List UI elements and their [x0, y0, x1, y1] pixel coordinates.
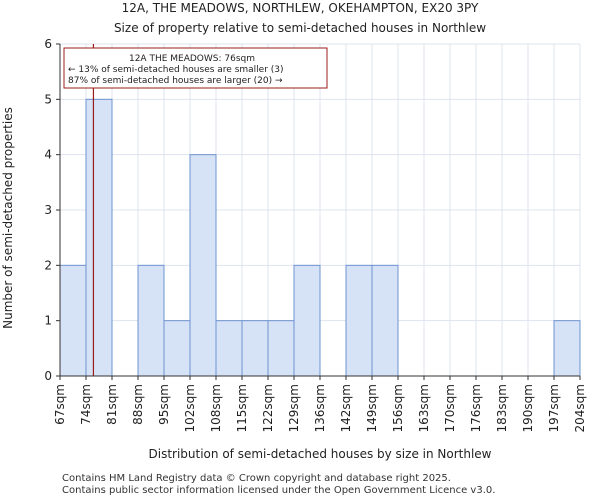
x-tick-label: 149sqm	[365, 384, 379, 432]
x-tick-label: 122sqm	[261, 384, 275, 432]
y-tick-label: 1	[44, 314, 52, 328]
chart-subtitle: Size of property relative to semi-detach…	[114, 21, 486, 35]
bar	[553, 320, 581, 377]
annotation-line-1: 12A THE MEADOWS: 76sqm	[129, 54, 255, 64]
y-tick-label: 4	[44, 148, 52, 162]
x-axis-label: Distribution of semi-detached houses by …	[149, 447, 492, 461]
x-tick-label: 183sqm	[495, 384, 509, 432]
y-tick-label: 5	[44, 92, 52, 106]
y-tick-label: 6	[44, 37, 52, 51]
y-tick-label: 3	[44, 203, 52, 217]
x-tick-label: 136sqm	[313, 384, 327, 432]
x-tick-labels: 67sqm 74sqm 81sqm 88sqm 95sqm 102sqm 108sqm 115…	[53, 376, 587, 432]
bar	[189, 154, 217, 377]
bar	[137, 264, 165, 377]
x-tick-label: 156sqm	[391, 384, 405, 432]
footer-line-2: Contains public sector information licen…	[62, 485, 496, 496]
x-tick-label: 115sqm	[235, 384, 249, 432]
x-tick-label: 197sqm	[547, 384, 561, 432]
annotation-line-2: ← 13% of semi-detached houses are smalle…	[68, 65, 284, 75]
x-tick-label: 88sqm	[131, 384, 145, 425]
x-tick-label: 102sqm	[183, 384, 197, 432]
chart-title: 12A, THE MEADOWS, NORTHLEW, OKEHAMPTON, …	[122, 1, 479, 15]
x-tick-label: 163sqm	[417, 384, 431, 432]
y-tick-label: 2	[44, 258, 52, 272]
bar	[345, 264, 373, 377]
x-tick-label: 67sqm	[53, 384, 67, 425]
annotation-box: 12A THE MEADOWS: 76sqm ← 13% of semi-det…	[63, 47, 328, 89]
bar	[371, 264, 399, 377]
bar	[163, 320, 191, 377]
x-tick-label: 95sqm	[157, 384, 171, 425]
y-tick-label: 0	[44, 369, 52, 383]
x-tick-label: 142sqm	[339, 384, 353, 432]
x-tick-label: 176sqm	[469, 384, 483, 432]
footer-line-1: Contains HM Land Registry data © Crown c…	[62, 473, 451, 484]
annotation-line-3: 87% of semi-detached houses are larger (…	[68, 76, 283, 86]
x-tick-label: 74sqm	[79, 384, 93, 425]
bar	[85, 98, 113, 377]
bar	[241, 320, 269, 377]
y-tick-labels: 0 1 2 3 4 5 6	[44, 37, 60, 383]
bar	[59, 264, 87, 377]
x-tick-label: 170sqm	[443, 384, 457, 432]
x-tick-label: 190sqm	[521, 384, 535, 432]
annotation-frame	[63, 47, 328, 89]
y-axis-label: Number of semi-detached properties	[1, 107, 15, 329]
x-tick-label: 81sqm	[105, 384, 119, 425]
bar	[215, 320, 243, 377]
x-tick-label: 108sqm	[209, 384, 223, 432]
bar	[267, 320, 295, 377]
x-tick-label: 129sqm	[287, 384, 301, 432]
bar	[293, 264, 321, 377]
x-tick-label: 204sqm	[573, 384, 587, 432]
